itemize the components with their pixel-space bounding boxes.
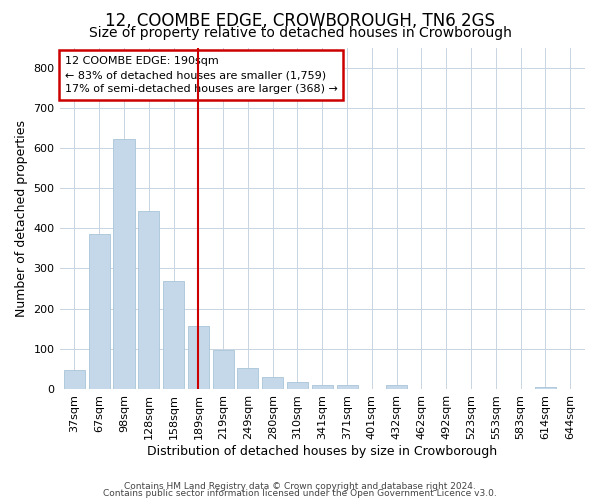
- Bar: [212, 350, 233, 389]
- Bar: [535, 387, 556, 389]
- Text: Contains HM Land Registry data © Crown copyright and database right 2024.: Contains HM Land Registry data © Crown c…: [124, 482, 476, 491]
- Bar: [262, 376, 283, 389]
- Bar: [64, 370, 85, 389]
- Bar: [287, 382, 308, 389]
- Bar: [188, 326, 209, 389]
- Bar: [113, 138, 134, 389]
- Bar: [163, 282, 184, 389]
- Bar: [138, 211, 160, 389]
- Text: 12 COOMBE EDGE: 190sqm
← 83% of detached houses are smaller (1,759)
17% of semi-: 12 COOMBE EDGE: 190sqm ← 83% of detached…: [65, 56, 338, 94]
- Text: 12, COOMBE EDGE, CROWBOROUGH, TN6 2GS: 12, COOMBE EDGE, CROWBOROUGH, TN6 2GS: [105, 12, 495, 30]
- Bar: [312, 385, 333, 389]
- X-axis label: Distribution of detached houses by size in Crowborough: Distribution of detached houses by size …: [147, 444, 497, 458]
- Bar: [238, 368, 259, 389]
- Bar: [337, 385, 358, 389]
- Text: Size of property relative to detached houses in Crowborough: Size of property relative to detached ho…: [89, 26, 511, 40]
- Text: Contains public sector information licensed under the Open Government Licence v3: Contains public sector information licen…: [103, 490, 497, 498]
- Bar: [89, 234, 110, 389]
- Y-axis label: Number of detached properties: Number of detached properties: [15, 120, 28, 316]
- Bar: [386, 385, 407, 389]
